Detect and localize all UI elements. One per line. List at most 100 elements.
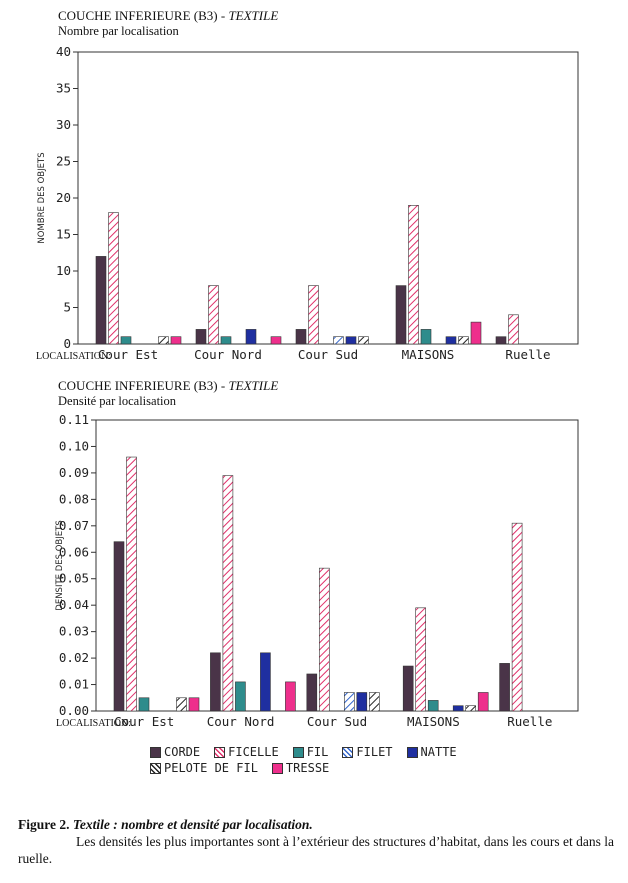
figure-caption: Figure 2. Textile : nombre et densité pa…	[18, 816, 614, 867]
chart2-subtitle: Densité par localisation	[58, 394, 177, 408]
legend-label: NATTE	[420, 745, 457, 759]
legend-swatch	[292, 746, 304, 758]
y-tick-label: 0.09	[59, 465, 89, 480]
bar-corde-2	[295, 329, 307, 345]
legend-swatch	[271, 762, 283, 774]
y-tick-label: 0.10	[59, 438, 89, 453]
bar-tresse-3	[477, 692, 489, 712]
legend-label: PELOTE DE FIL	[164, 761, 258, 775]
bar-natte-3	[452, 705, 464, 712]
bar-corde-3	[402, 665, 414, 712]
bar-corde-2	[306, 673, 318, 712]
legend-swatch	[214, 746, 226, 758]
legend-item-natte: NATTE	[406, 745, 457, 759]
bar-pelote-de-fil-2	[358, 336, 369, 345]
bar-pelote-de-fil-0	[158, 336, 169, 345]
bar-pelote-de-fil-2	[368, 692, 380, 712]
legend-item-tresse: TRESSE	[271, 761, 330, 775]
bar-corde-1	[210, 652, 221, 712]
y-tick-label: 30	[56, 117, 71, 132]
bar-ficelle-4	[511, 522, 523, 712]
chart1-title: COUCHE INFERIEURE (B3) - TEXTILE	[58, 8, 279, 23]
bar-corde-3	[395, 285, 407, 345]
category-label-3: MAISONS	[407, 714, 460, 729]
y-tick-label: 35	[56, 81, 71, 96]
category-label-2: Cour Sud	[298, 347, 358, 362]
legend-label: TRESSE	[285, 761, 330, 775]
y-tick-label: 0.02	[59, 650, 89, 665]
bar-pelote-de-fil-3	[458, 336, 469, 345]
legend-label: FICELLE	[228, 745, 279, 759]
bar-corde-0	[95, 256, 107, 345]
bar-tresse-3	[470, 321, 482, 345]
bar-filet-2	[343, 692, 355, 712]
bar-fil-0	[138, 697, 150, 712]
legend-swatch	[342, 746, 354, 758]
bar-ficelle-1	[208, 285, 219, 345]
legend-item-corde: CORDE	[150, 745, 200, 759]
category-label-1: Cour Nord	[194, 347, 262, 362]
legend: CORDE FICELLE FIL FILET NATTE PELOTE DE FIL T…	[150, 744, 457, 776]
legend-row-2: PELOTE DE FIL TRESSE	[150, 760, 457, 776]
bar-fil-3	[427, 700, 439, 712]
bar-natte-2	[356, 692, 368, 712]
category-label-0: Cour Est	[114, 714, 174, 729]
bar-pelote-de-fil-0	[176, 697, 187, 712]
y-tick-label: 0.01	[59, 677, 89, 692]
bar-ficelle-3	[408, 205, 419, 345]
caption-text: Les densités les plus importantes sont à…	[18, 834, 614, 866]
bar-ficelle-3	[415, 607, 427, 712]
bar-fil-1	[235, 681, 246, 712]
bar-ficelle-4	[508, 314, 519, 345]
y-tick-label: 0.00	[59, 703, 89, 718]
bar-ficelle-0	[126, 456, 137, 712]
bar-fil-0	[120, 336, 132, 345]
bar-filet-2	[333, 336, 344, 345]
bar-natte-1	[260, 652, 271, 712]
bar-corde-0	[113, 541, 125, 712]
bar-fil-3	[420, 329, 432, 345]
x-axis-label: LOCALISATION:	[56, 718, 131, 729]
category-label-4: Ruelle	[507, 714, 552, 729]
bar-corde-1	[195, 329, 207, 345]
x-axis-label: LOCALISATION:	[36, 351, 111, 362]
y-tick-label: 0.05	[59, 571, 89, 586]
y-tick-label: 0	[63, 336, 71, 351]
bar-pelote-de-fil-3	[465, 705, 477, 712]
bar-corde-4	[495, 336, 507, 345]
y-tick-label: 15	[56, 227, 71, 242]
legend-label: FILET	[356, 745, 393, 759]
category-label-2: Cour Sud	[307, 714, 367, 729]
bar-ficelle-1	[222, 475, 234, 712]
y-tick-label: 40	[56, 44, 71, 59]
category-label-4: Ruelle	[505, 347, 550, 362]
y-tick-label: 0.07	[59, 518, 89, 533]
y-tick-label: 10	[56, 263, 71, 278]
category-label-3: MAISONS	[402, 347, 455, 362]
y-tick-label: 0.03	[59, 624, 89, 639]
bar-natte-2	[345, 336, 357, 345]
bar-tresse-0	[170, 336, 182, 345]
legend-swatch	[150, 746, 161, 758]
legend-row-1: CORDE FICELLE FIL FILET NATTE	[150, 744, 457, 760]
legend-label: CORDE	[164, 745, 201, 759]
bar-tresse-1	[270, 336, 282, 345]
chart1-svg: 0 5 10 15 20 25 30 35 40 NOMBRE DES OBJETS LOCALIS…	[36, 44, 579, 362]
y-tick-label: 5	[63, 300, 71, 315]
y-axis-label: DENSITE DES OBJETS	[55, 520, 65, 610]
category-label-0: Cour Est	[98, 347, 158, 362]
caption-title: Figure 2. Textile : nombre et densité pa…	[18, 817, 313, 832]
y-tick-label: 0.04	[59, 597, 89, 612]
legend-swatch	[406, 746, 418, 758]
y-tick-label: 0.08	[59, 491, 89, 506]
legend-item-filet: FILET	[342, 745, 393, 759]
bar-ficelle-2	[308, 285, 319, 345]
legend-swatch	[150, 762, 161, 774]
y-tick-label: 0.11	[59, 412, 89, 427]
bar-ficelle-2	[318, 567, 330, 712]
legend-item-ficelle: FICELLE	[214, 745, 279, 759]
bar-fil-1	[220, 336, 232, 345]
legend-item-fil: FIL	[292, 745, 328, 759]
bar-tresse-1	[285, 681, 296, 712]
